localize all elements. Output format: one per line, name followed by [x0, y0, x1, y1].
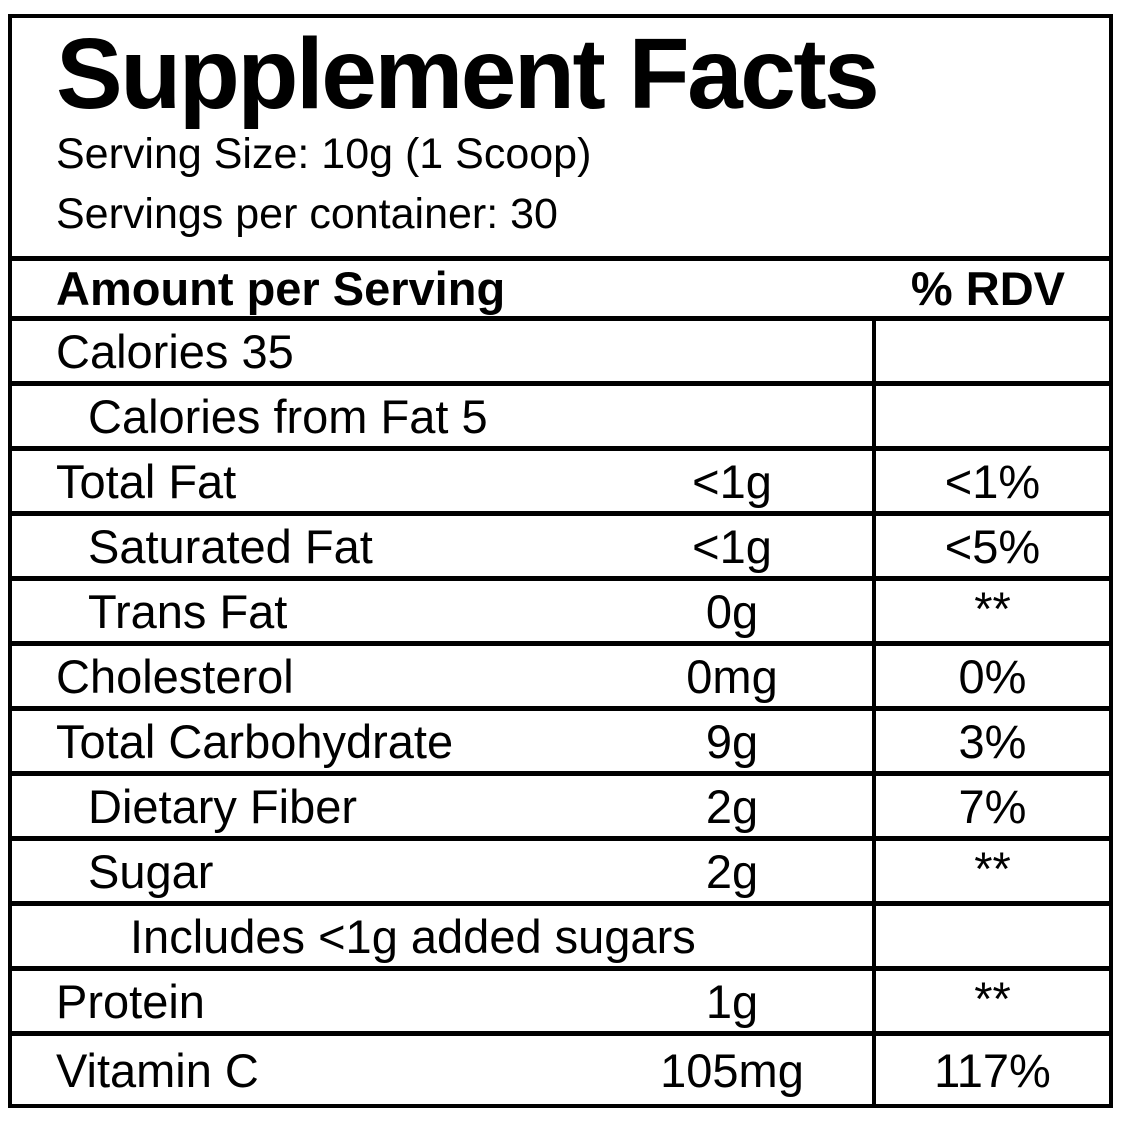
nutrient-row: Trans Fat 0g ** [12, 581, 1109, 646]
column-header-amount-per-serving: Amount per Serving [56, 262, 506, 315]
nutrient-amount: 9g [705, 714, 759, 768]
nutrient-name: Dietary Fiber [88, 779, 358, 833]
nutrient-row: Total Carbohydrate 9g 3% [12, 711, 1109, 776]
nutrient-rdv-value: 117% [934, 1043, 1051, 1097]
nutrient-rdv-value [876, 906, 1109, 966]
nutrient-rdv-value: ** [974, 972, 1011, 1025]
nutrient-amount: 0mg [686, 649, 778, 703]
nutrient-rdv-value: 0% [958, 649, 1027, 703]
nutrient-row: Cholesterol 0mg 0% [12, 646, 1109, 711]
nutrient-name: Calories 35 [56, 324, 294, 378]
nutrient-name: Calories from Fat 5 [88, 389, 488, 443]
nutrient-row: Vitamin C 105mg 117% [12, 1036, 1109, 1104]
nutrient-rdv-value: 3% [958, 714, 1027, 768]
nutrient-row: Calories from Fat 5 [12, 386, 1109, 451]
nutrient-rdv-value: <5% [944, 519, 1041, 573]
nutrient-cell: Includes <1g added sugars [12, 906, 876, 966]
nutrient-amount: 105mg [660, 1043, 804, 1097]
nutrient-amount: 0g [705, 584, 759, 638]
nutrient-row: Total Fat <1g <1% [12, 451, 1109, 516]
nutrient-rdv-value: <1% [944, 454, 1041, 508]
nutrient-row: Saturated Fat <1g <5% [12, 516, 1109, 581]
nutrient-rdv-value [876, 321, 1109, 381]
nutrient-name: Includes <1g added sugars [130, 909, 696, 963]
nutrient-name: Vitamin C [56, 1043, 259, 1097]
nutrient-cell: Calories from Fat 5 [12, 386, 876, 446]
nutrient-row: Dietary Fiber 2g 7% [12, 776, 1109, 841]
nutrient-name: Trans Fat [88, 584, 288, 638]
nutrient-amount: <1g [692, 519, 772, 573]
nutrient-row: Calories 35 [12, 321, 1109, 386]
nutrient-cell: Total Carbohydrate 9g [12, 711, 876, 771]
nutrient-rdv-value [876, 386, 1109, 446]
nutrient-cell: Vitamin C 105mg [12, 1036, 876, 1104]
nutrient-rdv-value: ** [974, 582, 1011, 635]
nutrient-row: Includes <1g added sugars [12, 906, 1109, 971]
nutrient-rows: Calories 35 Calories from Fat 5 Total Fat <… [12, 321, 1109, 1104]
label-title: Supplement Facts [56, 18, 880, 130]
table-header-row: Amount per Serving % RDV [12, 256, 1109, 321]
nutrient-cell: Trans Fat 0g [12, 581, 876, 641]
nutrient-name: Cholesterol [56, 649, 294, 703]
nutrient-amount: 2g [705, 844, 759, 898]
nutrient-cell: Protein 1g [12, 971, 876, 1031]
nutrient-row: Sugar 2g ** [12, 841, 1109, 906]
supplement-facts-label: Supplement Facts Serving Size: 10g (1 Sc… [8, 14, 1113, 1108]
nutrient-cell: Calories 35 [12, 321, 876, 381]
nutrient-name: Saturated Fat [88, 519, 373, 573]
nutrient-cell: Saturated Fat <1g [12, 516, 876, 576]
nutrient-name: Total Carbohydrate [56, 714, 454, 768]
nutrient-rdv-value: 7% [958, 779, 1027, 833]
nutrient-name: Total Fat [56, 454, 237, 508]
nutrient-rdv-value: ** [974, 842, 1011, 895]
nutrient-name: Protein [56, 974, 205, 1028]
serving-size-text: Serving Size: 10g (1 Scoop) [56, 130, 592, 178]
label-header: Supplement Facts Serving Size: 10g (1 Sc… [12, 18, 1109, 256]
nutrient-cell: Cholesterol 0mg [12, 646, 876, 706]
nutrient-amount: 1g [705, 974, 759, 1028]
nutrient-cell: Sugar 2g [12, 841, 876, 901]
column-header-rdv: % RDV [910, 262, 1065, 315]
nutrient-amount: 2g [705, 779, 759, 833]
nutrient-cell: Dietary Fiber 2g [12, 776, 876, 836]
nutrient-amount: <1g [692, 454, 772, 508]
nutrient-cell: Total Fat <1g [12, 451, 876, 511]
servings-per-container-text: Servings per container: 30 [56, 190, 558, 238]
nutrient-name: Sugar [88, 844, 214, 898]
nutrient-row: Protein 1g ** [12, 971, 1109, 1036]
